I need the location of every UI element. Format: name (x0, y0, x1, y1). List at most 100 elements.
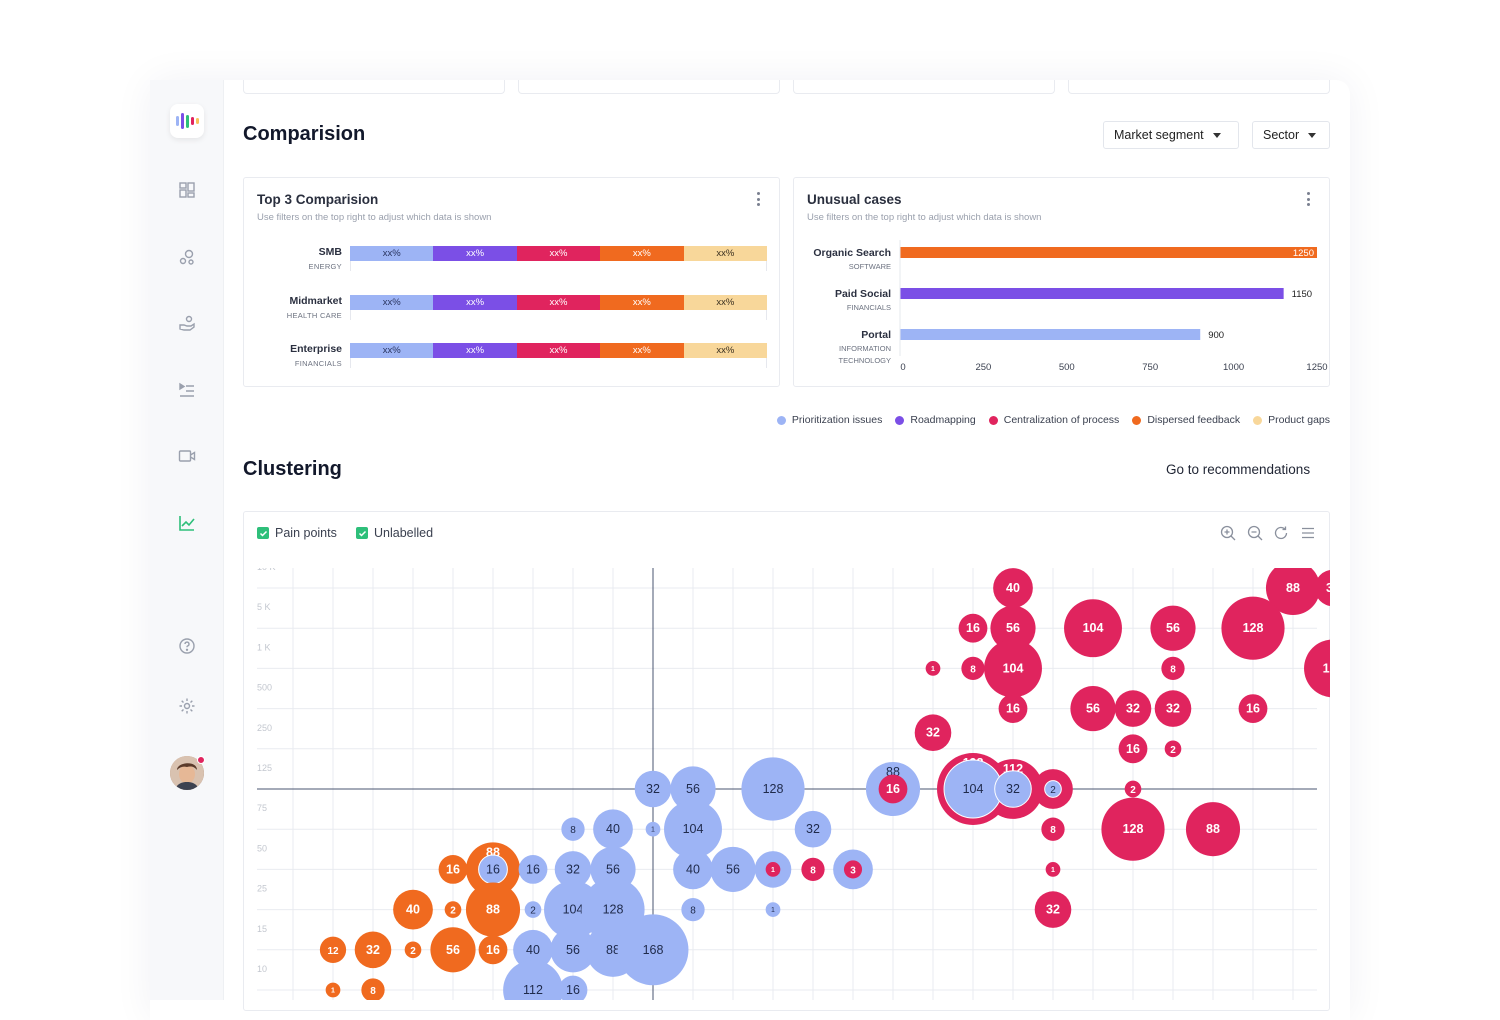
legend-item[interactable]: Product gaps (1253, 414, 1330, 426)
bar (900, 329, 1201, 340)
bubble (361, 978, 385, 1000)
stacked-segment[interactable]: xx% (683, 294, 767, 310)
x-tick-label: 0 (900, 362, 905, 373)
stacked-segment[interactable]: xx% (350, 246, 434, 261)
x-tick-label: 1250 (1306, 362, 1327, 373)
bubble (961, 656, 985, 681)
notification-dot (197, 756, 205, 764)
legend-label: Centralization of process (1003, 414, 1120, 426)
legend-item[interactable]: Dispersed feedback (1132, 414, 1240, 426)
bubble-label: 88 (1206, 822, 1220, 836)
zoom-in-icon[interactable] (1219, 524, 1237, 542)
row-label: Enterprise FINANCIALS (252, 343, 342, 368)
bubble (1034, 891, 1072, 928)
bubble (325, 982, 341, 998)
bubble (710, 846, 756, 892)
refresh-icon[interactable] (1272, 524, 1290, 542)
stacked-segment[interactable]: xx% (433, 294, 517, 310)
bubble-label: 128 (603, 903, 624, 917)
bubble-label: 32 (566, 862, 580, 876)
y-tick-label: 5 K (257, 602, 271, 612)
bubble (558, 975, 588, 1000)
playlist-icon[interactable] (174, 377, 200, 403)
bubble-label: 1 (331, 988, 335, 995)
bubble (673, 849, 713, 890)
bubble-label: 2 (1050, 785, 1056, 796)
stacked-segment[interactable]: xx% (683, 343, 767, 358)
bar-value-label: 900 (1208, 330, 1224, 341)
legend-item[interactable]: Prioritization issues (776, 414, 882, 426)
zoom-out-icon[interactable] (1246, 524, 1264, 542)
video-icon[interactable] (174, 443, 200, 469)
bubble-label: 8 (1050, 825, 1056, 836)
stacked-segment[interactable]: xx% (600, 246, 684, 261)
bubble-label: 88 (486, 903, 500, 917)
bubble (319, 936, 347, 963)
bubble (1044, 780, 1062, 798)
sector-dropdown[interactable]: Sector (1252, 121, 1330, 149)
bubble (958, 613, 988, 643)
legend-label: Product gaps (1268, 414, 1330, 426)
market-segment-dropdown[interactable]: Market segment (1103, 121, 1239, 149)
y-tick-label: 15 (257, 924, 267, 934)
app-logo[interactable] (170, 104, 204, 138)
pain-points-checkbox[interactable]: Pain points (257, 526, 337, 540)
row-label: Midmarket HEALTH CARE (252, 295, 342, 320)
stacked-segment[interactable]: xx% (350, 294, 434, 310)
hand-coins-icon[interactable] (174, 310, 200, 336)
bubble-label: 32 (926, 726, 940, 740)
bubble (664, 800, 722, 859)
help-icon[interactable] (174, 633, 200, 659)
kebab-menu-icon[interactable] (756, 192, 760, 206)
y-tick-label: 75 (257, 803, 267, 813)
card-subtitle: Use filters on the top right to adjust w… (257, 212, 492, 223)
nodes-icon[interactable] (174, 244, 200, 270)
stacked-segment[interactable]: xx% (600, 294, 684, 310)
bubble-label: 2 (450, 906, 456, 917)
dropdown-label: Market segment (1114, 128, 1204, 142)
stacked-segment[interactable]: xx% (683, 246, 767, 261)
bar (900, 247, 1317, 258)
row-name: Midmarket (289, 294, 342, 307)
row-track (350, 358, 767, 368)
bubble (404, 941, 422, 959)
stacked-segment[interactable]: xx% (433, 246, 517, 261)
bubble-label: 2 (1130, 785, 1136, 796)
bubble-label: 1 (651, 827, 655, 834)
stacked-segment[interactable]: xx% (516, 294, 601, 310)
bubble-label: 8 (810, 865, 816, 876)
menu-icon[interactable] (1299, 524, 1317, 542)
bubble (878, 774, 908, 804)
dashboard-icon[interactable] (174, 177, 200, 203)
stacked-segment[interactable]: xx% (350, 343, 434, 358)
bubble (1154, 690, 1192, 727)
legend-swatch (1253, 415, 1263, 425)
bubble-label: 40 (406, 903, 420, 917)
bubble-label: 32 (366, 943, 380, 957)
analytics-icon[interactable] (174, 510, 200, 536)
legend-item[interactable]: Roadmapping (895, 414, 976, 426)
x-tick-label: 750 (1142, 362, 1158, 373)
unlabelled-checkbox[interactable]: Unlabelled (356, 526, 433, 540)
comparison-title: Comparision (243, 123, 366, 145)
kebab-menu-icon[interactable] (1306, 192, 1310, 206)
kpi-card (518, 80, 780, 94)
bubble-label: 1 (931, 666, 935, 673)
bubble-label: 104 (683, 822, 704, 836)
bubble (914, 714, 952, 752)
legend-item[interactable]: Centralization of process (988, 414, 1120, 426)
stacked-segment[interactable]: xx% (600, 343, 684, 358)
row-track (350, 261, 767, 271)
bubble (670, 766, 716, 812)
bar-category-label: Organic Search (813, 247, 891, 259)
stacked-segment[interactable]: xx% (433, 343, 517, 358)
go-to-recommendations-link[interactable]: Go to recommendations (1166, 462, 1311, 477)
bubble (984, 639, 1042, 698)
stacked-segment[interactable]: xx% (516, 246, 601, 261)
bubble-label: 168 (643, 943, 664, 957)
caret-down-icon (1308, 132, 1317, 138)
avatar[interactable] (170, 756, 205, 790)
stacked-segment[interactable]: xx% (516, 343, 601, 358)
bubble-label: 16 (886, 782, 900, 796)
settings-icon[interactable] (174, 693, 200, 719)
